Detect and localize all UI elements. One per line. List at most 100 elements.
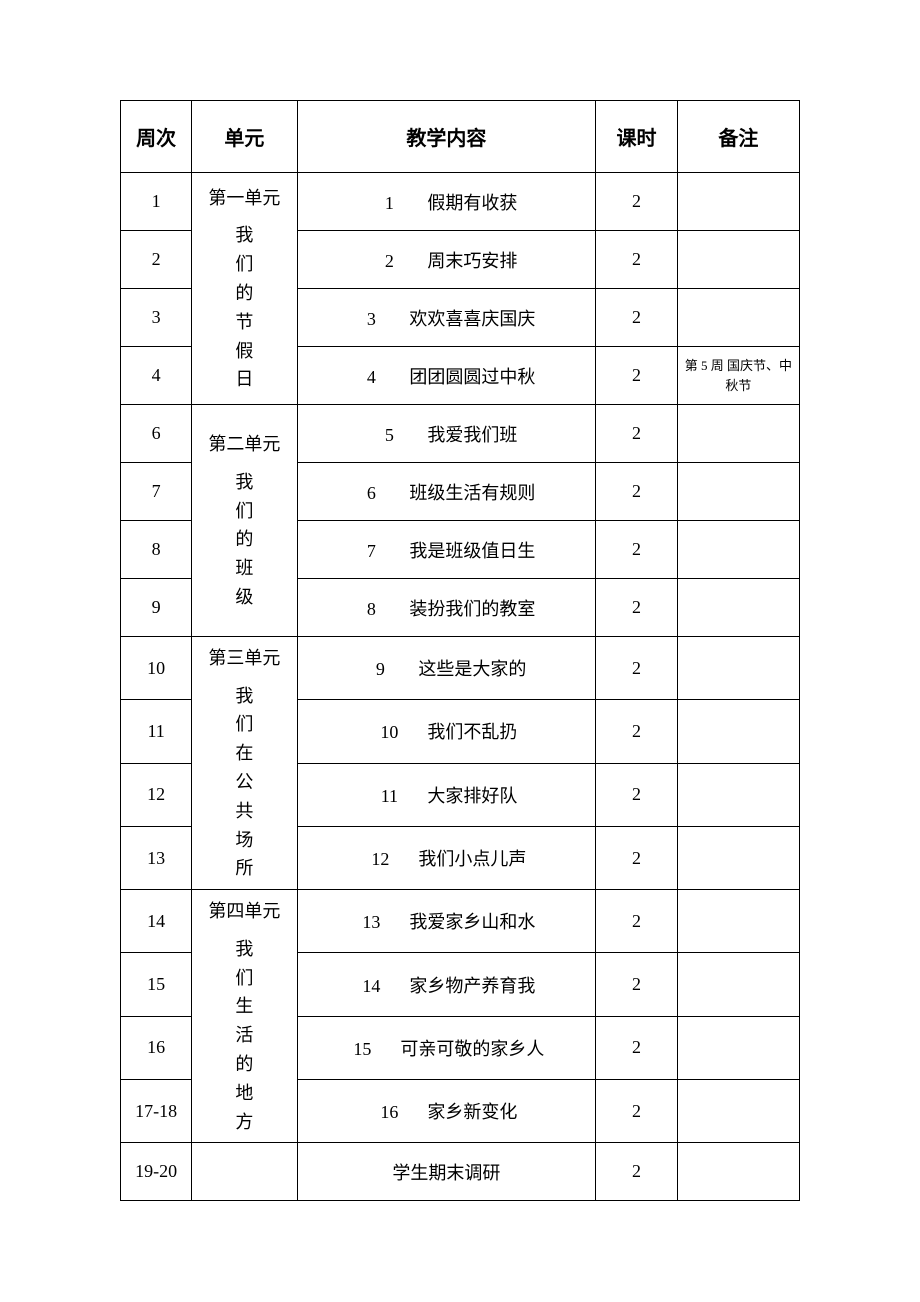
- header-content: 教学内容: [297, 101, 596, 173]
- week-cell: 19-20: [121, 1143, 192, 1201]
- unit-cell: 第二单元 我们的班级: [192, 405, 297, 637]
- lesson-num: 14: [357, 976, 385, 997]
- lesson-title: 欢欢喜喜庆国庆: [409, 309, 535, 329]
- week-cell: 16: [121, 1016, 192, 1079]
- week-cell: 7: [121, 463, 192, 521]
- content-cell: 16 家乡新变化: [297, 1080, 596, 1143]
- content-cell: 15可亲可敬的家乡人: [297, 1016, 596, 1079]
- hours-cell: 2: [596, 953, 677, 1016]
- content-cell: 10我们不乱扔: [297, 700, 596, 763]
- content-cell: 7 我是班级值日生: [297, 521, 596, 579]
- note-cell: [677, 1080, 799, 1143]
- content-cell: 学生期末调研: [297, 1143, 596, 1201]
- unit-cell: 第四单元 我们生活的地方: [192, 890, 297, 1143]
- lesson-num: 12: [366, 849, 394, 870]
- week-cell: 3: [121, 289, 192, 347]
- lesson-num: 16: [375, 1102, 403, 1123]
- hours-cell: 2: [596, 405, 677, 463]
- lesson-title: 我们小点儿声: [418, 849, 526, 869]
- unit-cell: 第一单元 我们的节假日: [192, 173, 297, 405]
- note-cell: [677, 890, 799, 953]
- lesson-title: 假期有收获: [427, 193, 517, 213]
- table-row: 10 第三单元 我们在公共场所 9这些是大家的 2: [121, 637, 800, 700]
- note-cell: [677, 1016, 799, 1079]
- header-week: 周次: [121, 101, 192, 173]
- lesson-num: 6: [357, 483, 385, 504]
- lesson-num: 2: [375, 251, 403, 272]
- table-row: 1 第一单元 我们的节假日 1假期有收获 2: [121, 173, 800, 231]
- content-cell: 14 家乡物产养育我: [297, 953, 596, 1016]
- content-cell: 1 假期有收获: [297, 173, 596, 231]
- content-cell: 3 欢欢喜喜庆国庆: [297, 289, 596, 347]
- hours-cell: 2: [596, 763, 677, 826]
- lesson-num: 4: [357, 367, 385, 388]
- lesson-title: 我们不乱扔: [427, 722, 517, 742]
- week-cell: 13: [121, 826, 192, 889]
- lesson-num: 9: [366, 659, 394, 680]
- note-cell: [677, 826, 799, 889]
- lesson-title: 大家排好队: [427, 786, 517, 806]
- lesson-num: 11: [375, 786, 403, 807]
- note-cell: [677, 953, 799, 1016]
- lesson-title: 团团圆圆过中秋: [409, 367, 535, 387]
- week-cell: 11: [121, 700, 192, 763]
- note-cell: [677, 405, 799, 463]
- lesson-num: 7: [357, 541, 385, 562]
- unit-title: 第四单元: [194, 896, 294, 927]
- unit-title: 第二单元: [194, 429, 294, 460]
- lesson-title: 我爱我们班: [427, 425, 517, 445]
- week-cell: 14: [121, 890, 192, 953]
- note-cell: [677, 579, 799, 637]
- unit-title: 第三单元: [194, 643, 294, 674]
- unit-cell-empty: [192, 1143, 297, 1201]
- lesson-title: 家乡新变化: [427, 1102, 517, 1122]
- hours-cell: 2: [596, 1080, 677, 1143]
- hours-cell: 2: [596, 890, 677, 953]
- hours-cell: 2: [596, 463, 677, 521]
- content-cell: 4 团团圆圆过中秋: [297, 347, 596, 405]
- header-row: 周次 单元 教学内容 课时 备注: [121, 101, 800, 173]
- hours-cell: 2: [596, 700, 677, 763]
- unit-name: 我们生活的地方: [194, 935, 294, 1137]
- hours-cell: 2: [596, 231, 677, 289]
- hours-cell: 2: [596, 1143, 677, 1201]
- hours-cell: 2: [596, 173, 677, 231]
- note-cell: [677, 637, 799, 700]
- lesson-title: 我是班级值日生: [409, 541, 535, 561]
- lesson-title: 这些是大家的: [418, 659, 526, 679]
- lesson-num: 13: [357, 912, 385, 933]
- lesson-num: 8: [357, 599, 385, 620]
- header-note: 备注: [677, 101, 799, 173]
- note-cell: 第 5 周 国庆节、中秋节: [677, 347, 799, 405]
- content-cell: 5 我爱我们班: [297, 405, 596, 463]
- week-cell: 2: [121, 231, 192, 289]
- table-row: 14 第四单元 我们生活的地方 13我爱家乡山和水 2: [121, 890, 800, 953]
- unit-name: 我们的节假日: [194, 221, 294, 394]
- note-cell: [677, 763, 799, 826]
- hours-cell: 2: [596, 521, 677, 579]
- lesson-num: 15: [348, 1039, 376, 1060]
- week-cell: 1: [121, 173, 192, 231]
- week-cell: 17-18: [121, 1080, 192, 1143]
- header-hours: 课时: [596, 101, 677, 173]
- lesson-title: 学生期末调研: [392, 1163, 500, 1183]
- unit-name: 我们的班级: [194, 468, 294, 612]
- hours-cell: 2: [596, 289, 677, 347]
- unit-name: 我们在公共场所: [194, 682, 294, 884]
- content-cell: 6班级生活有规则: [297, 463, 596, 521]
- week-cell: 8: [121, 521, 192, 579]
- lesson-title: 装扮我们的教室: [409, 599, 535, 619]
- note-cell: [677, 463, 799, 521]
- lesson-num: 1: [375, 193, 403, 214]
- week-cell: 9: [121, 579, 192, 637]
- content-cell: 9 这些是大家的: [297, 637, 596, 700]
- content-cell: 11 大家排好队: [297, 763, 596, 826]
- note-cell: [677, 700, 799, 763]
- lesson-title: 周末巧安排: [427, 251, 517, 271]
- hours-cell: 2: [596, 1016, 677, 1079]
- lesson-title: 家乡物产养育我: [409, 976, 535, 996]
- lesson-num: 5: [375, 425, 403, 446]
- lesson-num: 3: [357, 309, 385, 330]
- hours-cell: 2: [596, 579, 677, 637]
- week-cell: 10: [121, 637, 192, 700]
